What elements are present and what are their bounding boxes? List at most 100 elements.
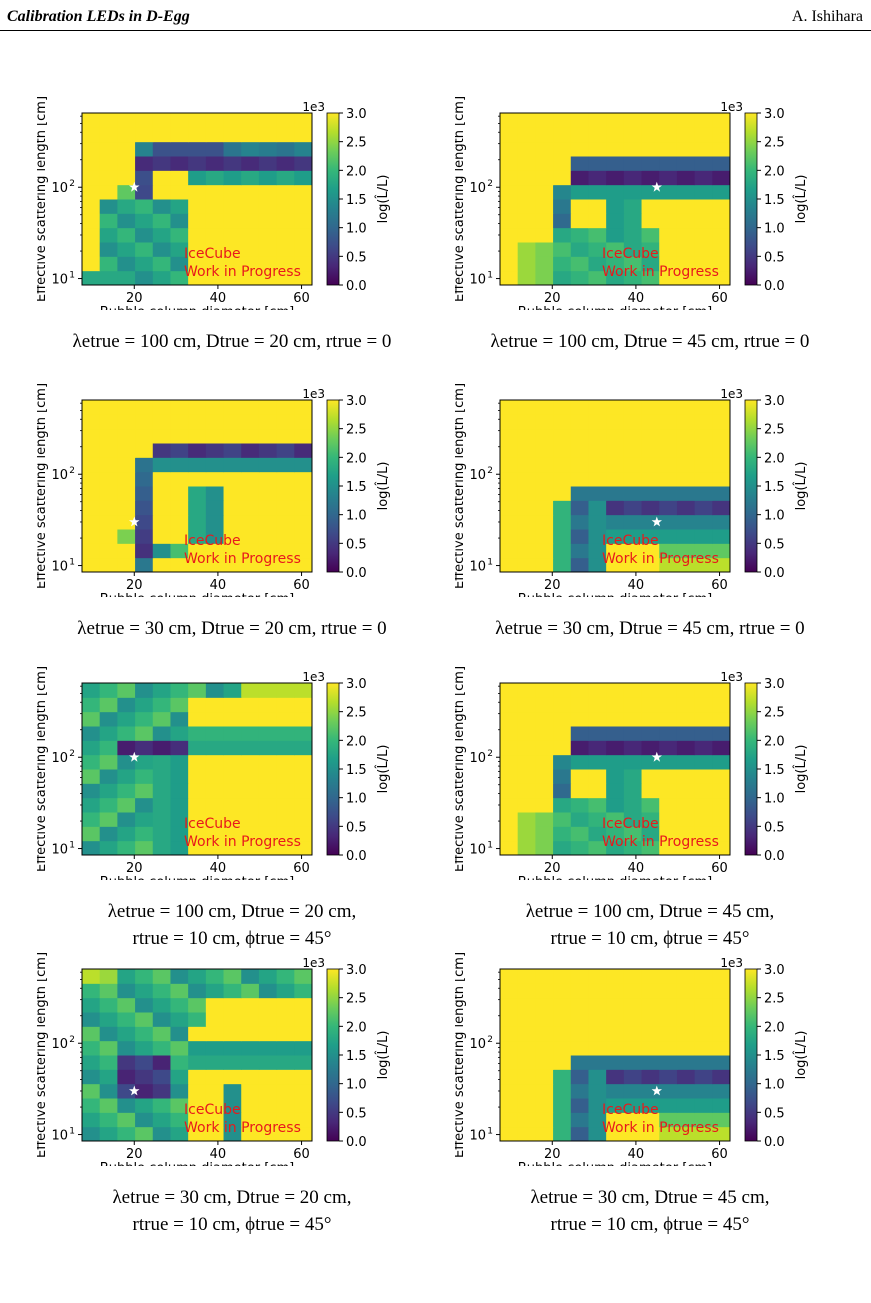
heatmap-cell: [659, 471, 678, 487]
heatmap-cell: [205, 983, 225, 999]
heatmap-cell: [712, 156, 731, 171]
heatmap-cell: [258, 1112, 278, 1128]
heatmap-cell: [712, 199, 731, 214]
heatmap-cell: [170, 529, 189, 544]
heatmap-cell: [152, 199, 171, 214]
heatmap-cell: [535, 529, 554, 544]
heatmap-cell: [258, 113, 278, 128]
heatmap-cell: [135, 726, 154, 741]
heatmap-cell: [588, 242, 607, 257]
heatmap-cell: [676, 983, 696, 999]
heatmap-cell: [241, 156, 260, 171]
colorbar-tick-label: 0.5: [764, 820, 785, 835]
caption-line-1: λetrue = 30 cm, Dtrue = 45 cm, rtrue = 0: [495, 618, 805, 639]
heatmap-cell: [570, 270, 589, 286]
y-tick-exponent: 2: [487, 1035, 493, 1045]
heatmap-cell: [294, 414, 313, 430]
heatmap-cell: [294, 1083, 313, 1099]
heatmap-cell: [99, 1083, 118, 1099]
heatmap-cell: [641, 270, 660, 286]
heatmap-cell: [223, 769, 242, 784]
y-axis-label: Effective scattering length [cm]: [455, 96, 467, 302]
heatmap-cell: [135, 826, 154, 842]
heatmap-cell: [152, 514, 171, 530]
heatmap-cell: [276, 270, 295, 286]
heatmap-cell: [606, 270, 625, 286]
heatmap-cell: [500, 1083, 519, 1099]
heatmap-cell: [276, 769, 295, 784]
heatmap-cell: [152, 697, 171, 713]
heatmap-cell: [205, 997, 225, 1013]
heatmap-cell: [117, 400, 136, 415]
heatmap-cell: [294, 141, 313, 157]
heatmap-cell: [659, 740, 678, 756]
heatmap-cell: [152, 1098, 171, 1113]
heatmap-cell: [82, 557, 101, 573]
heatmap-cell: [570, 1083, 589, 1099]
heatmap-cell: [535, 840, 554, 856]
heatmap-cell: [135, 1083, 154, 1099]
heatmap-cell: [712, 242, 731, 257]
heatmap-cell: [517, 697, 536, 713]
heatmap-cell: [117, 1040, 136, 1056]
heatmap-cell: [500, 1069, 519, 1085]
heatmap-cell: [223, 969, 242, 984]
heatmap-cell: [82, 428, 101, 444]
heatmap-cell: [205, 428, 225, 444]
heatmap-cell: [535, 113, 554, 128]
heatmap-cell: [205, 156, 225, 171]
heatmap-cell: [276, 997, 295, 1013]
heatmap-cell: [135, 113, 154, 128]
heatmap-cell: [659, 213, 678, 229]
heatmap-cell: [241, 1026, 260, 1042]
heatmap-cell: [712, 184, 731, 200]
heatmap-cell: [659, 983, 678, 999]
heatmap-cell: [82, 683, 101, 698]
heatmap-cell: [641, 969, 660, 984]
heatmap-cell: [623, 1012, 643, 1027]
heatmap-cell: [258, 127, 278, 143]
heatmap-cell: [553, 156, 572, 171]
heatmap-cell: [570, 414, 589, 430]
heatmap-cell: [641, 840, 660, 856]
heatmap-cell: [241, 769, 260, 784]
heatmap-cell: [694, 400, 713, 415]
heatmap-cell: [623, 199, 643, 214]
colorbar: [326, 968, 340, 1142]
heatmap-cell: [223, 997, 242, 1013]
heatmap-cell: [276, 812, 295, 827]
watermark-icecube: IceCube: [602, 816, 659, 832]
heatmap-cell: [294, 500, 313, 516]
heatmap-cell: [588, 1012, 607, 1027]
heatmap-cell: [82, 213, 101, 229]
heatmap-cell: [694, 783, 713, 799]
heatmap-cell: [500, 1026, 519, 1042]
heatmap-cell: [99, 428, 118, 444]
heatmap-cell: [117, 783, 136, 799]
heatmap-cell: [553, 1026, 572, 1042]
heatmap-cell: [117, 199, 136, 214]
heatmap-cell: [570, 156, 589, 171]
heatmap-cell: [205, 754, 225, 770]
heatmap-cell: [276, 783, 295, 799]
heatmap-cell: [606, 199, 625, 214]
heatmap-cell: [535, 486, 554, 501]
heatmap-cell: [188, 754, 207, 770]
heatmap-cell: [117, 1126, 136, 1142]
heatmap-cell: [258, 557, 278, 573]
heatmap-cell: [135, 1126, 154, 1142]
heatmap-panel: IceCube Work in Progress 20 40 60Bubble colu…: [455, 70, 871, 370]
watermark-icecube: IceCube: [184, 533, 241, 549]
heatmap-cell: [99, 156, 118, 171]
heatmap-cell: [623, 697, 643, 713]
heatmap-cell: [659, 1083, 678, 1099]
heatmap-cell: [205, 242, 225, 257]
heatmap-cell: [517, 457, 536, 473]
heatmap-cell: [694, 141, 713, 157]
heatmap-cell: [588, 471, 607, 487]
heatmap-cell: [712, 113, 731, 128]
heatmap-cell: [570, 683, 589, 698]
caption-line-1: λetrue = 100 cm, Dtrue = 20 cm, rtrue = …: [72, 331, 392, 352]
heatmap-cell: [694, 997, 713, 1013]
heatmap-cell: [694, 156, 713, 171]
